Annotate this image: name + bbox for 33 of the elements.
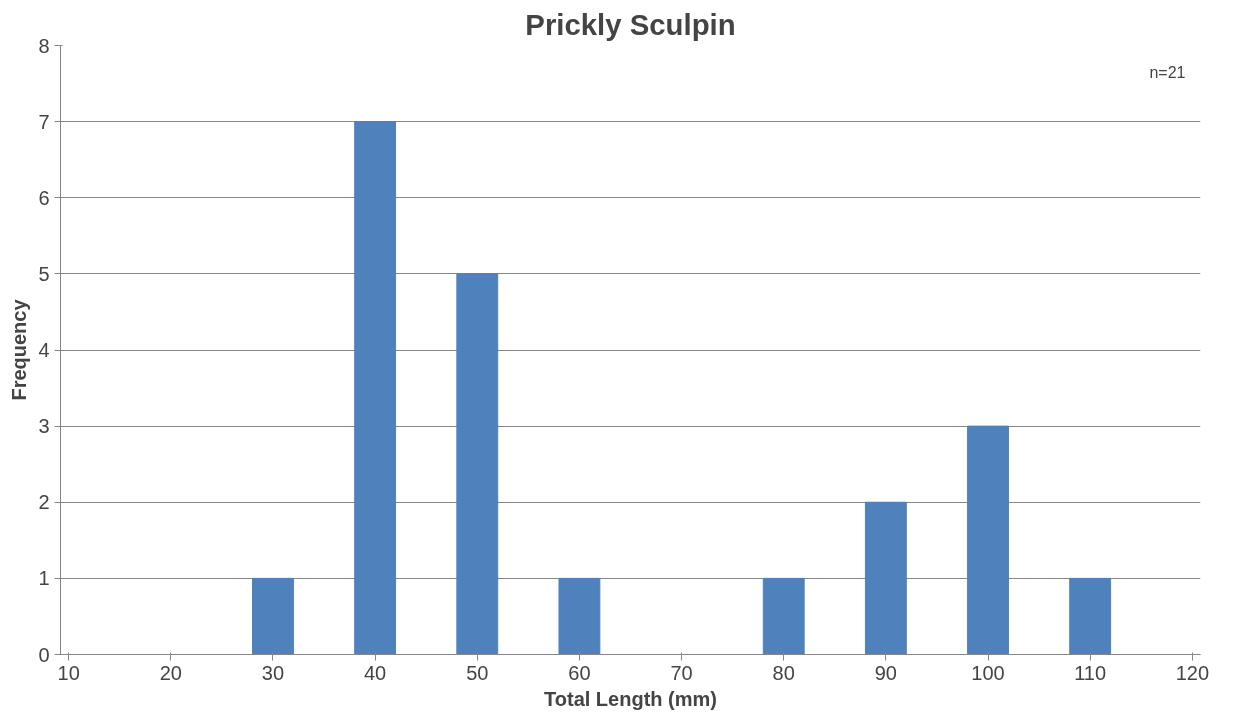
y-tick-label: 8 (38, 34, 50, 57)
bar (1069, 577, 1112, 655)
y-tick-label: 3 (38, 415, 50, 438)
bar (456, 273, 499, 655)
y-tick-label: 2 (38, 491, 50, 514)
y-tick-label: 0 (38, 643, 50, 666)
y-tick-label: 4 (38, 339, 50, 361)
y-tick-label: 7 (38, 110, 50, 133)
bar (864, 501, 907, 655)
x-tick-label: 90 (874, 661, 897, 684)
bar (252, 577, 294, 655)
x-tick-label: 60 (568, 661, 591, 684)
chart-title: Prickly Sculpin (525, 7, 736, 41)
y-axis-title: Frequency (8, 298, 31, 401)
bar (558, 577, 601, 655)
y-tick-label: 1 (38, 567, 50, 590)
bar (762, 577, 805, 655)
x-tick-label: 40 (364, 661, 387, 684)
x-axis-title: Total Length (mm) (544, 687, 717, 710)
x-tick-label: 120 (1175, 661, 1210, 684)
x-tick-label: 80 (772, 661, 795, 684)
x-tick-label: 70 (670, 661, 693, 684)
x-tick-label: 100 (971, 661, 1005, 684)
y-tick-label: 5 (38, 262, 50, 285)
y-tick-label: 6 (38, 186, 50, 209)
annotation: n=21 (1149, 63, 1186, 81)
bar (967, 425, 1009, 655)
bar (354, 121, 397, 655)
x-tick-label: 50 (466, 661, 489, 684)
x-tick-label: 110 (1074, 661, 1107, 684)
x-tick-label: 30 (261, 661, 285, 684)
x-tick-label: 10 (57, 661, 80, 684)
x-tick-label: 20 (159, 661, 182, 684)
